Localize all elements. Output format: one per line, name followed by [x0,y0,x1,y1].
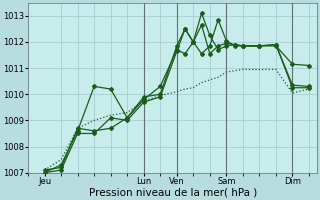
X-axis label: Pression niveau de la mer( hPa ): Pression niveau de la mer( hPa ) [89,187,257,197]
